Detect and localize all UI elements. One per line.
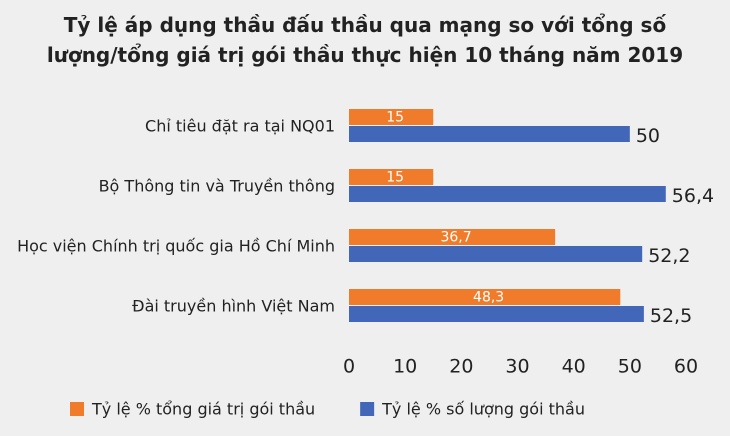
bar bbox=[349, 306, 644, 322]
legend-swatch bbox=[360, 402, 375, 416]
bar bbox=[349, 246, 643, 262]
x-tick-label: 0 bbox=[343, 356, 355, 378]
data-label: 56,4 bbox=[672, 185, 714, 207]
data-label: 52,2 bbox=[648, 245, 690, 267]
x-tick-label: 40 bbox=[562, 356, 586, 378]
x-tick-label: 10 bbox=[393, 356, 417, 378]
x-tick-label: 20 bbox=[449, 356, 473, 378]
bar bbox=[349, 109, 434, 125]
data-label: 52,5 bbox=[650, 305, 692, 327]
data-label: 15 bbox=[386, 110, 404, 126]
y-tick-label: Bộ Thông tin và Truyền thông bbox=[99, 177, 335, 196]
y-tick-label: Chỉ tiêu đặt ra tại NQ01 bbox=[145, 117, 335, 136]
legend-label: Tỷ lệ % số lượng gói thầu bbox=[381, 400, 585, 419]
data-label: 48,3 bbox=[473, 290, 504, 306]
chart-title: Tỷ lệ áp dụng thầu đấu thầu qua mạng so … bbox=[46, 13, 684, 67]
bar bbox=[349, 186, 666, 202]
x-tick-label: 60 bbox=[674, 356, 698, 378]
legend-label: Tỷ lệ % tổng giá trị gói thầu bbox=[91, 400, 315, 419]
x-tick-label: 50 bbox=[618, 356, 642, 378]
data-label: 36,7 bbox=[440, 230, 471, 246]
y-tick-label: Học viện Chính trị quốc gia Hồ Chí Minh bbox=[17, 237, 335, 256]
legend-swatch bbox=[70, 402, 84, 416]
bar bbox=[349, 289, 621, 305]
data-label: 15 bbox=[386, 170, 404, 186]
data-label: 50 bbox=[636, 125, 660, 147]
y-tick-label: Đài truyền hình Việt Nam bbox=[132, 297, 335, 316]
bar bbox=[349, 169, 434, 185]
x-tick-label: 30 bbox=[505, 356, 529, 378]
bar bbox=[349, 229, 556, 245]
bar bbox=[349, 126, 630, 142]
